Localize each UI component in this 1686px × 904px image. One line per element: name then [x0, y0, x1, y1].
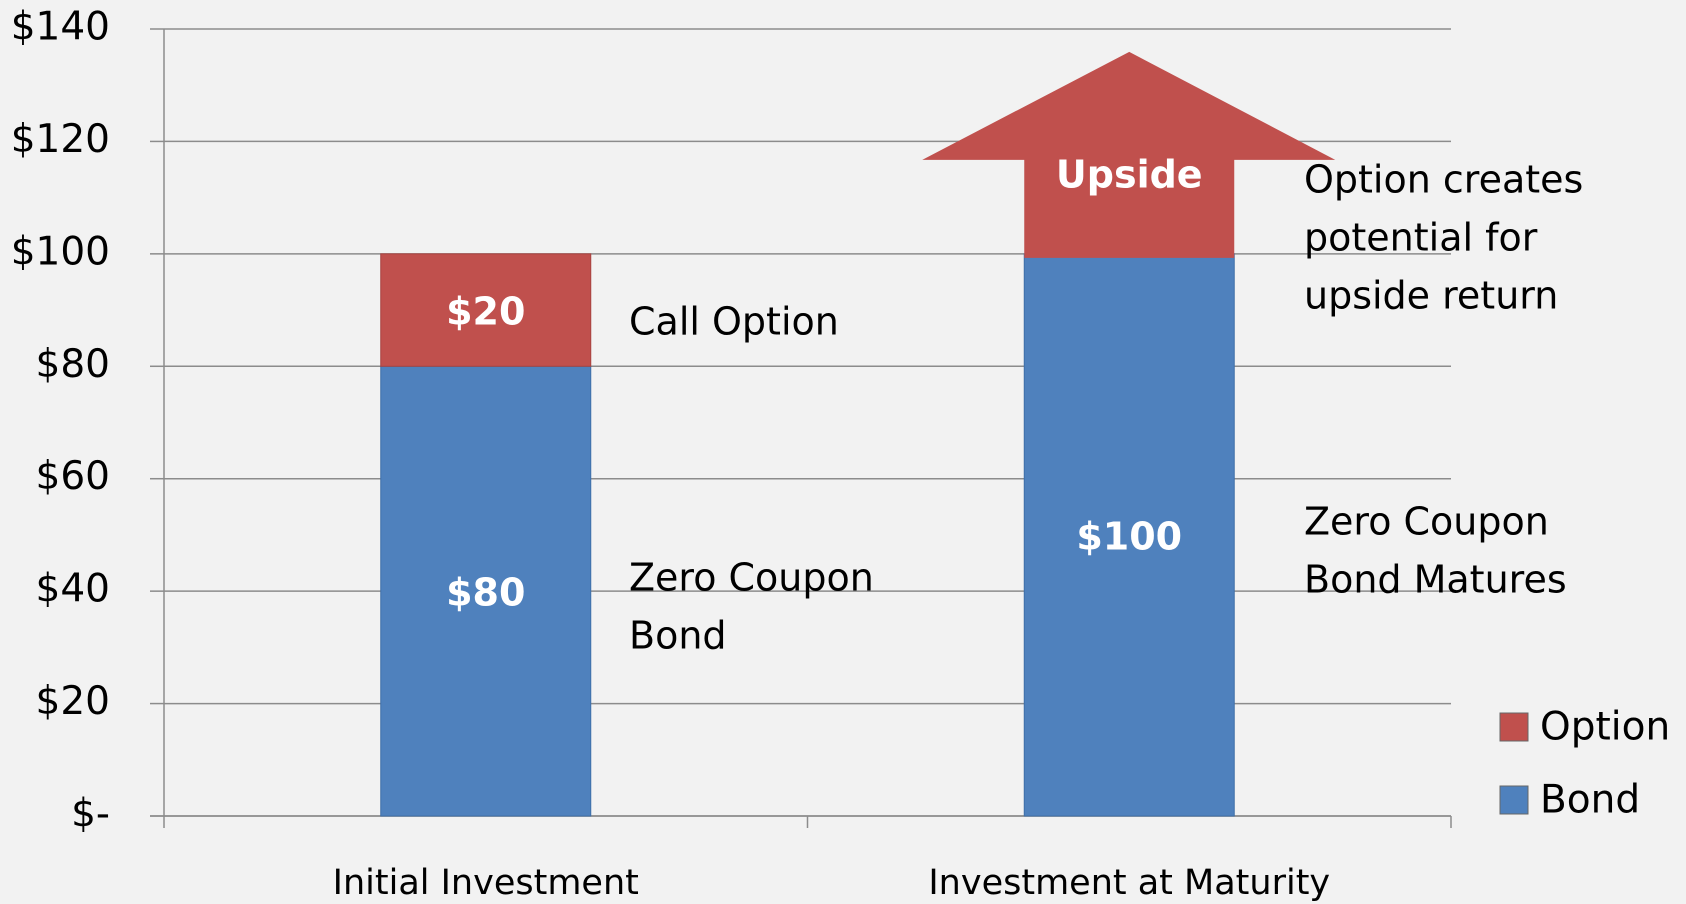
bar-segment [380, 365, 592, 817]
annotation: Call Option [629, 300, 839, 344]
annotation: upside return [1304, 274, 1558, 318]
annotation: Option creates [1304, 158, 1583, 202]
value-label: $20 [446, 290, 525, 334]
y-tick-label: $140 [11, 5, 110, 50]
y-tick-label: $80 [36, 342, 110, 387]
y-tick-label: $40 [36, 567, 110, 612]
legend-label: Option [1540, 705, 1670, 750]
annotation: Bond [629, 614, 727, 658]
y-tick-label: $20 [36, 679, 110, 724]
annotation: Zero Coupon [1304, 500, 1549, 544]
value-label: $80 [446, 571, 525, 615]
y-tick-label: $120 [11, 117, 110, 162]
x-tick-label: Initial Investment [333, 863, 639, 903]
y-tick-label: $60 [36, 454, 110, 499]
bar-segment [1023, 253, 1235, 817]
x-tick-label: Investment at Maturity [928, 863, 1330, 903]
upside-label: Upside [1056, 153, 1203, 197]
y-tick-label: $100 [11, 229, 110, 274]
value-label: $100 [1076, 514, 1182, 558]
legend-swatch [1499, 785, 1529, 815]
annotation: Bond Matures [1304, 558, 1567, 602]
annotation: Zero Coupon [629, 556, 874, 600]
legend-label: Bond [1540, 778, 1640, 823]
upside-arrow [922, 51, 1336, 258]
legend-swatch [1499, 712, 1529, 742]
bar-segment [380, 253, 592, 367]
y-tick-label: $- [71, 792, 110, 837]
annotation: potential for [1304, 216, 1538, 260]
